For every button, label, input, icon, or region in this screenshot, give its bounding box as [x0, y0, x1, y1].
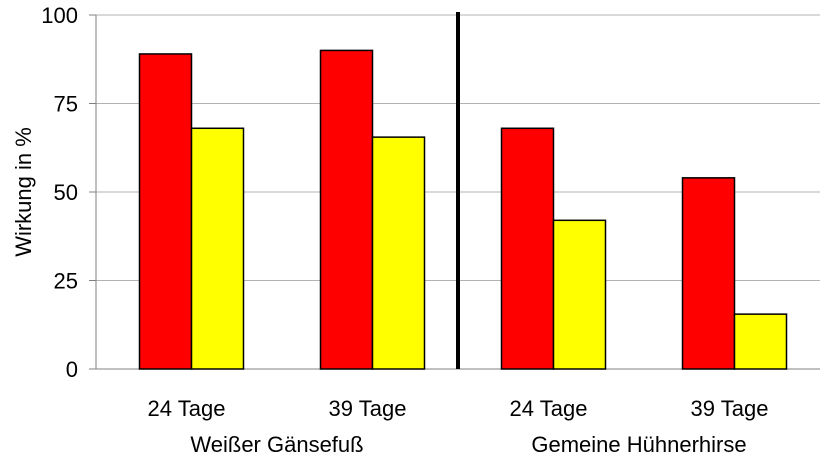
x-category-label: 39 Tage — [691, 396, 769, 421]
y-tick-label: 0 — [66, 357, 78, 382]
y-axis-label: Wirkung in % — [11, 127, 36, 257]
bar — [500, 127, 555, 370]
y-tick-label: 50 — [54, 180, 78, 205]
bar — [138, 53, 193, 370]
labels: 0 25 50 75 100 Wirkung in % 24 Tage 39 Tage Weiß… — [11, 3, 768, 457]
bar — [371, 136, 426, 370]
x-category-label: 39 Tage — [329, 396, 407, 421]
y-tick-label: 25 — [54, 269, 78, 294]
bar — [733, 313, 788, 370]
y-tick-label: 75 — [54, 92, 78, 117]
y-tick-label: 100 — [41, 3, 78, 28]
x-category-label: 24 Tage — [148, 396, 226, 421]
bar — [319, 49, 374, 370]
bar — [681, 177, 736, 370]
bar — [552, 219, 607, 370]
bars — [138, 49, 788, 370]
x-category-label: 24 Tage — [510, 396, 588, 421]
x-group-label: Weißer Gänsefuß — [190, 432, 363, 457]
bar — [190, 127, 245, 370]
x-group-label: Gemeine Hühnerhirse — [531, 432, 746, 457]
